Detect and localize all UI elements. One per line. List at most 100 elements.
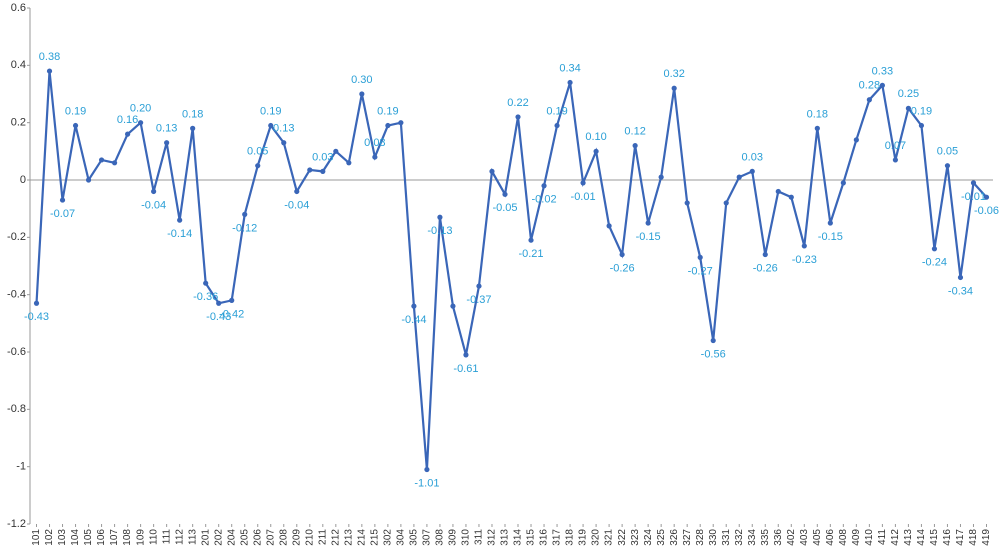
- x-tick-label: 211: [317, 529, 328, 545]
- point: [801, 243, 807, 249]
- point: [46, 68, 53, 74]
- point: [216, 300, 222, 306]
- x-tick-label: 304: [396, 529, 407, 546]
- x-tick-label: 323: [630, 529, 641, 546]
- point: [645, 220, 651, 226]
- x-tick-label: 320: [591, 529, 602, 546]
- x-tick-label: 307: [422, 529, 433, 546]
- x-tick-label: 418: [968, 529, 979, 546]
- x-tick-label: 213: [343, 529, 354, 546]
- point: [450, 303, 456, 309]
- point: [736, 174, 742, 180]
- point: [437, 214, 443, 220]
- point: [411, 303, 417, 309]
- x-tick-label: 316: [539, 529, 550, 546]
- point: [333, 148, 339, 154]
- point: [723, 200, 729, 206]
- x-tick-label: 330: [708, 529, 719, 546]
- x-tick-label: 322: [617, 529, 628, 546]
- value-label: -0.02: [531, 194, 556, 206]
- value-label: 0.38: [39, 51, 60, 63]
- value-label: -0.24: [922, 257, 947, 269]
- x-tick-label: 310: [461, 529, 472, 546]
- x-tick-label: 209: [291, 529, 302, 546]
- value-label: -0.56: [701, 348, 726, 360]
- x-tick-label: 405: [812, 529, 823, 546]
- value-label: -0.15: [636, 231, 661, 243]
- point: [567, 79, 573, 86]
- x-tick-label: 204: [226, 529, 237, 546]
- point: [840, 180, 846, 186]
- point: [138, 120, 144, 126]
- x-tick-label: 208: [278, 529, 289, 546]
- x-tick-label: 109: [135, 529, 146, 546]
- x-tick-label: 308: [435, 529, 446, 546]
- value-label: -0.05: [492, 202, 517, 214]
- x-tick-label: 111: [161, 529, 172, 545]
- x-tick-label: 212: [330, 529, 341, 546]
- point: [749, 168, 755, 174]
- value-label: -0.06: [974, 205, 999, 217]
- value-label: 0.13: [156, 123, 177, 135]
- value-label: -0.44: [401, 314, 426, 326]
- point: [710, 337, 716, 344]
- value-label: 0.20: [130, 103, 151, 115]
- point: [580, 180, 586, 186]
- x-tick-label: 413: [903, 529, 914, 546]
- x-tick-label: 202: [213, 529, 224, 546]
- value-label: -0.21: [518, 248, 543, 260]
- value-label: -0.04: [141, 199, 166, 211]
- x-tick-label: 313: [500, 529, 511, 546]
- value-label: 0.19: [546, 105, 567, 117]
- point: [528, 237, 534, 243]
- value-label: 0.03: [312, 151, 333, 163]
- point: [879, 82, 885, 88]
- value-label: 0.18: [807, 108, 828, 120]
- x-tick-label: 416: [942, 529, 953, 546]
- value-label: 0.19: [260, 105, 281, 117]
- point: [424, 466, 430, 473]
- point: [931, 246, 938, 252]
- point: [33, 300, 40, 306]
- x-tick-label: 336: [773, 529, 784, 546]
- point: [242, 211, 248, 217]
- point: [658, 174, 664, 180]
- y-tick-label: 0.6: [11, 2, 26, 14]
- point: [164, 140, 170, 146]
- x-tick-label: 113: [187, 529, 198, 545]
- x-tick-label: 419: [981, 529, 992, 546]
- point: [320, 168, 326, 174]
- x-tick-label: 215: [369, 529, 380, 546]
- x-tick-label: 327: [682, 529, 693, 546]
- x-tick-label: 201: [200, 529, 211, 546]
- point: [593, 148, 599, 154]
- x-tick-label: 107: [109, 529, 120, 546]
- point: [892, 157, 898, 163]
- value-label: -0.13: [427, 225, 452, 237]
- value-label: 0.19: [65, 105, 86, 117]
- value-label: 0.03: [742, 151, 763, 163]
- x-tick-label: 331: [721, 529, 732, 546]
- x-tick-label: 403: [799, 529, 810, 546]
- point: [502, 191, 508, 197]
- value-label: 0.07: [885, 140, 906, 152]
- value-label: 0.19: [911, 105, 932, 117]
- value-label: -0.27: [688, 265, 713, 277]
- value-label: -0.43: [206, 311, 231, 323]
- point: [151, 188, 157, 195]
- x-tick-label: 305: [409, 529, 420, 546]
- x-tick-label: 314: [513, 529, 524, 546]
- y-tick-label: -1: [16, 461, 26, 473]
- x-tick-label: 312: [487, 529, 498, 546]
- point: [294, 188, 300, 195]
- point: [905, 105, 912, 111]
- y-tick-label: 0: [20, 174, 26, 186]
- point: [814, 125, 820, 131]
- point: [944, 163, 951, 169]
- point: [177, 217, 183, 223]
- x-tick-label: 325: [656, 529, 667, 546]
- x-tick-label: 319: [578, 529, 589, 546]
- value-label: 0.05: [247, 146, 268, 158]
- y-tick-label: -0.2: [7, 231, 26, 243]
